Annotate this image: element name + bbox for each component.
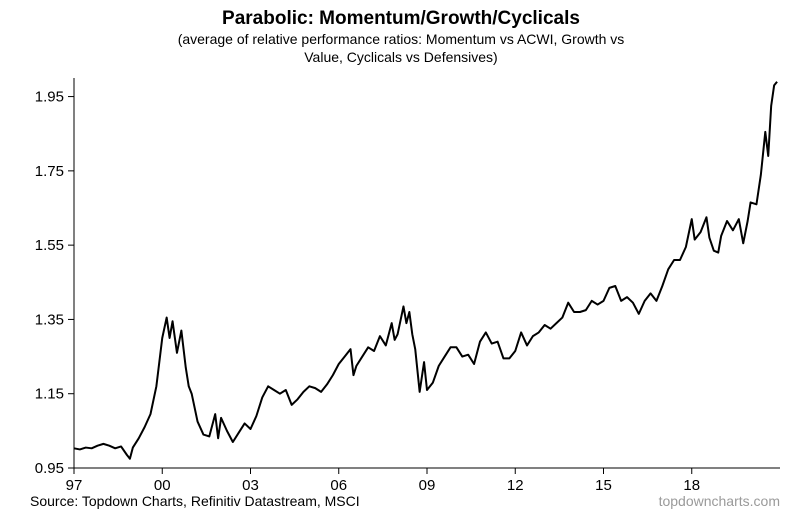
chart-subtitle-line2: Value, Cyclicals vs Defensives) xyxy=(304,49,497,65)
credit-text: topdowncharts.com xyxy=(659,493,780,509)
y-axis: 0.95 1.15 1.35 1.55 1.75 1.95 xyxy=(35,78,74,477)
x-tick-label: 00 xyxy=(154,477,171,494)
x-tick-label: 03 xyxy=(242,477,259,494)
series-avg_relative_perf xyxy=(74,82,777,459)
chart-subtitle-line1: (average of relative performance ratios:… xyxy=(178,31,625,47)
chart-title: Parabolic: Momentum/Growth/Cyclicals xyxy=(222,8,580,29)
x-tick-label: 97 xyxy=(66,477,83,494)
x-tick-label: 15 xyxy=(595,477,612,494)
line-series xyxy=(74,82,777,459)
y-tick-label: 0.95 xyxy=(35,460,64,477)
x-tick-label: 12 xyxy=(507,477,524,494)
y-tick-label: 1.95 xyxy=(35,89,64,106)
x-tick-label: 09 xyxy=(419,477,436,494)
source-text: Source: Topdown Charts, Refinitiv Datast… xyxy=(30,493,360,509)
chart-svg: 0.95 1.15 1.35 1.55 1.75 1.95 97 00 03 06 09 12 15 1… xyxy=(0,0,803,519)
x-tick-label: 06 xyxy=(330,477,347,494)
y-tick-label: 1.75 xyxy=(35,163,64,180)
x-axis: 97 00 03 06 09 12 15 18 xyxy=(66,468,780,494)
y-tick-label: 1.15 xyxy=(35,386,64,403)
y-tick-label: 1.35 xyxy=(35,311,64,328)
y-tick-label: 1.55 xyxy=(35,237,64,254)
x-tick-label: 18 xyxy=(683,477,700,494)
